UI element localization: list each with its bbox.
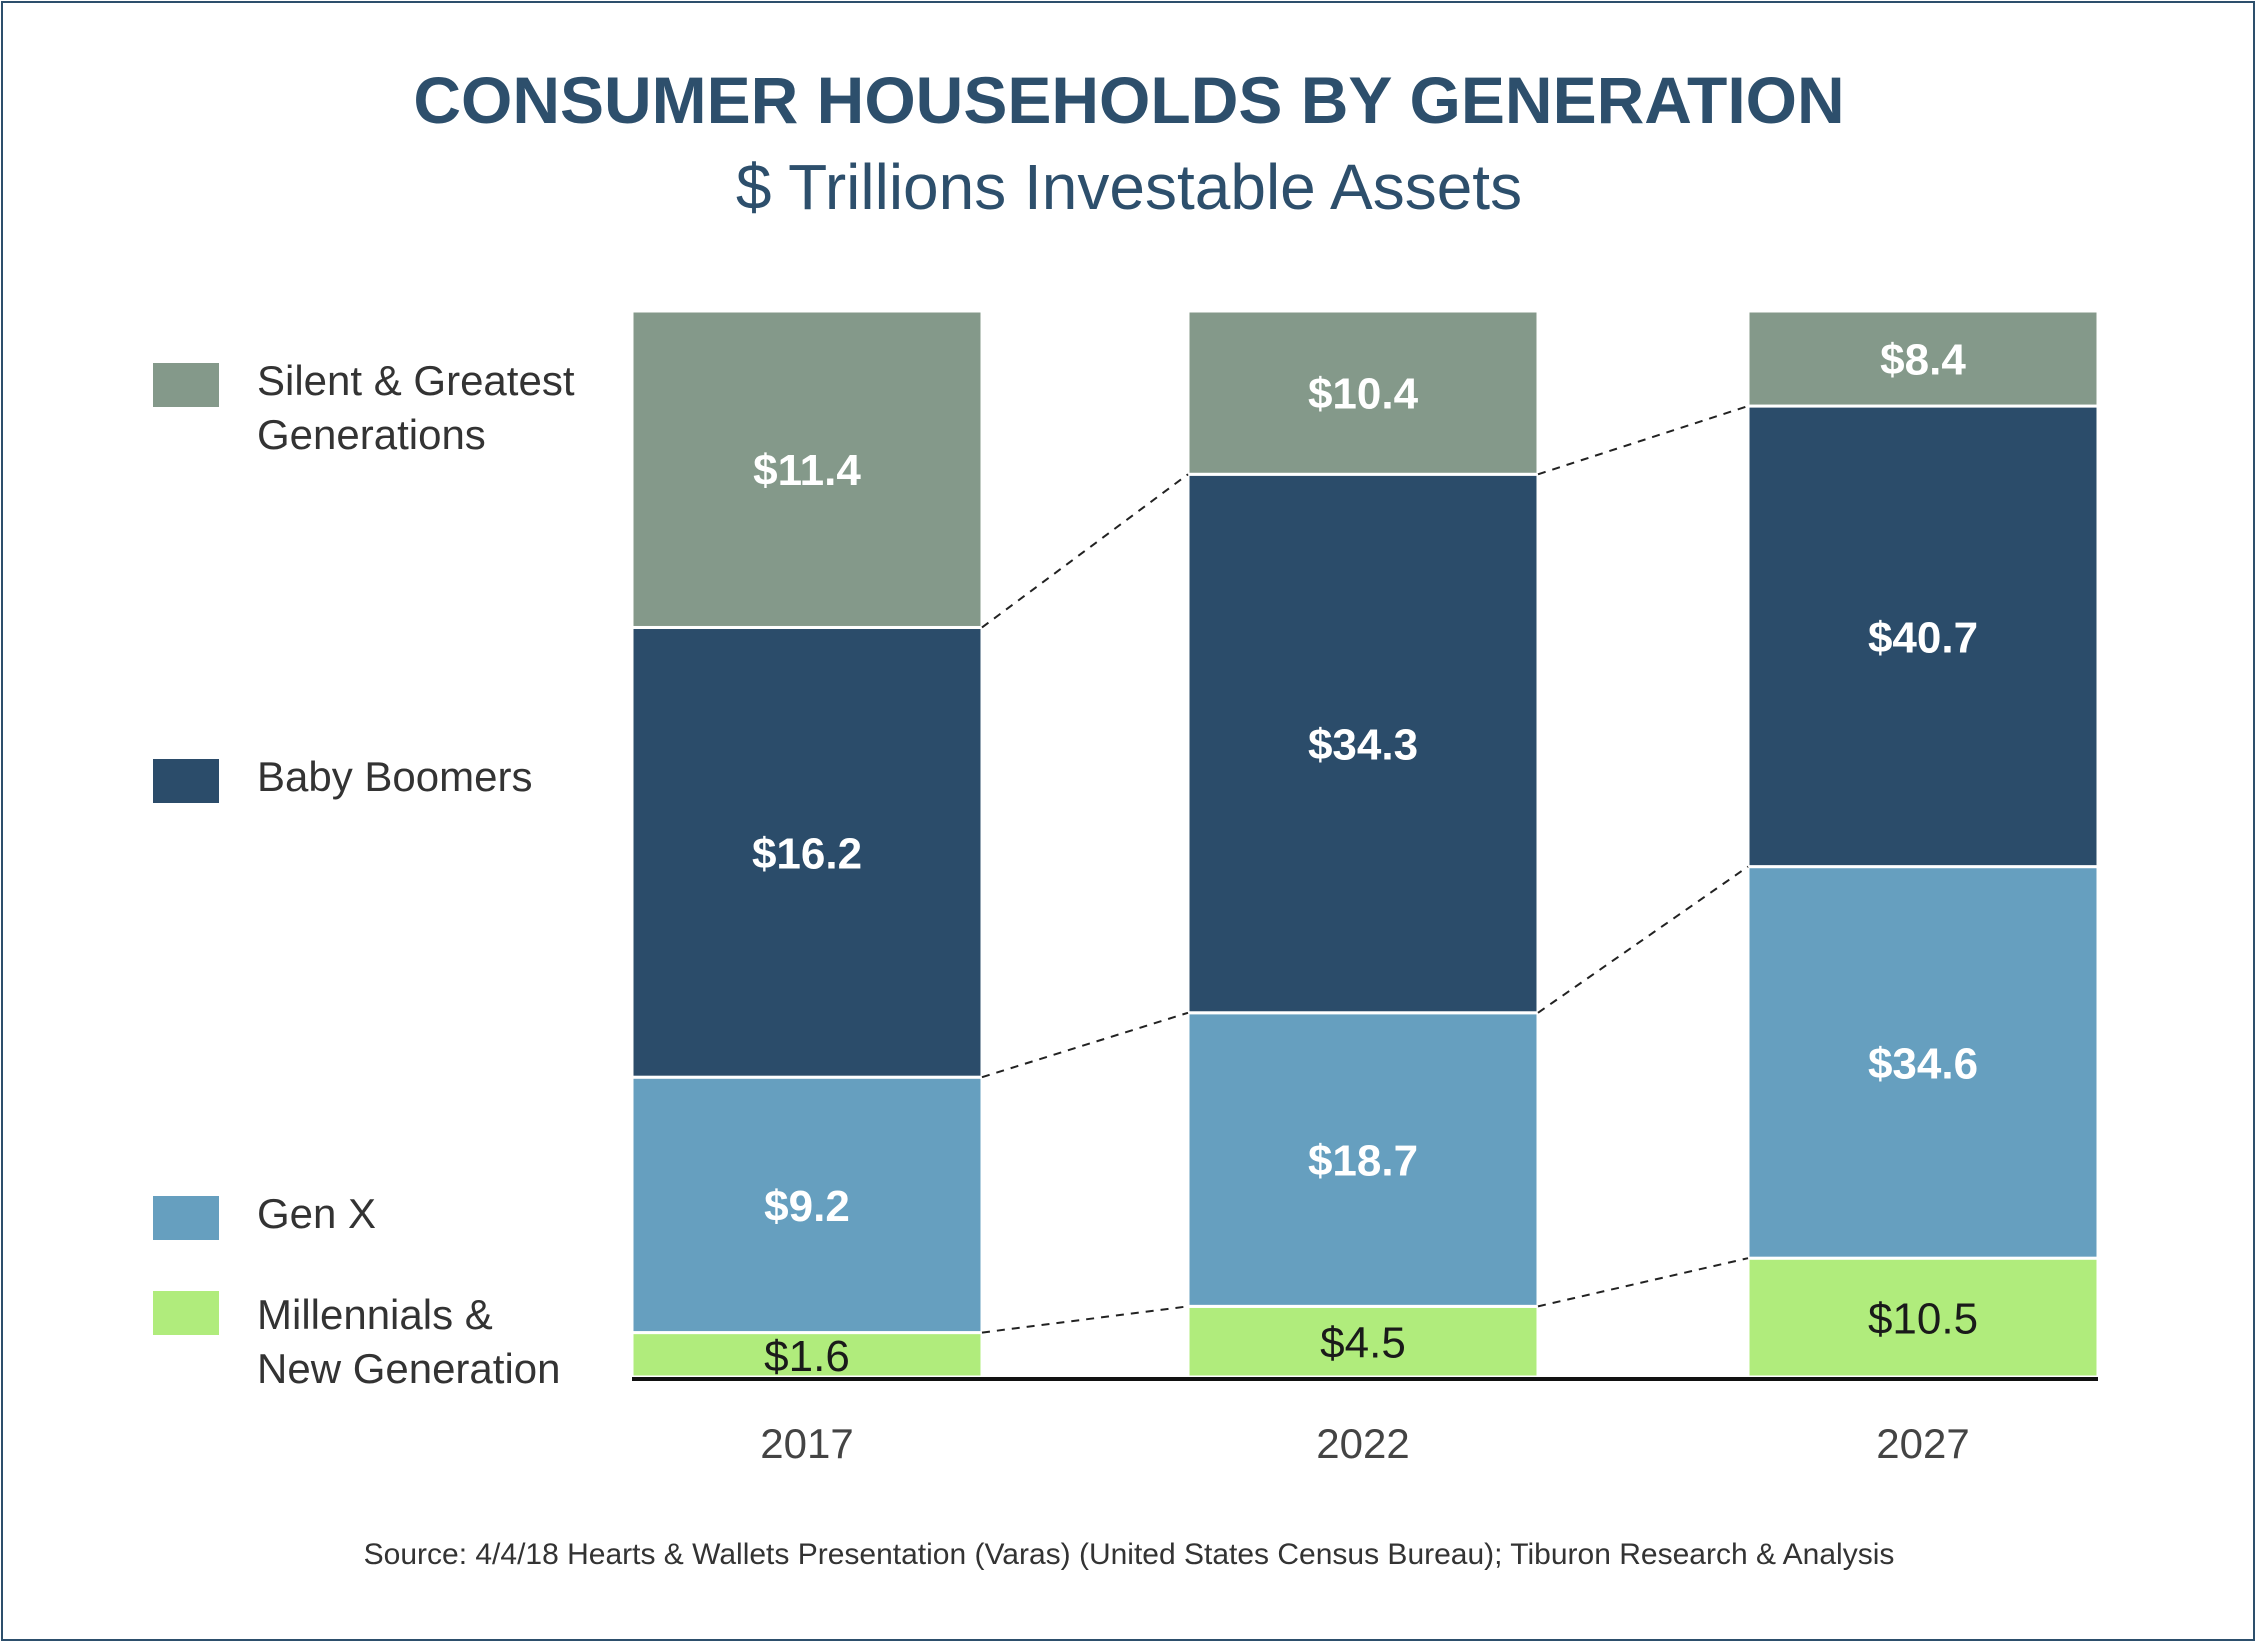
connector-line: [1537, 865, 1749, 1014]
bar-2027-baby-boomers: [1746, 404, 2100, 869]
data-label-2017-0: $1.6: [764, 1332, 850, 1381]
bar-2017-baby-boomers: [630, 625, 984, 1079]
chart-title: CONSUMER HOUSEHOLDS BY GENERATION: [413, 63, 1845, 137]
data-label-2027-1: $34.6: [1868, 1039, 1978, 1088]
connector-line: [981, 1305, 1189, 1334]
legend-label-silent: Silent & Greatest Generations: [257, 357, 575, 458]
data-label-2022-0: $4.5: [1320, 1319, 1406, 1368]
data-label-2022-2: $34.3: [1308, 721, 1418, 770]
connector-line: [1537, 1257, 1749, 1308]
legend-swatch-silent: [153, 363, 219, 407]
bar-2017-millennials-new-generation: [630, 1331, 984, 1379]
data-label-2017-3: $11.4: [753, 446, 861, 495]
connector-line: [981, 473, 1189, 629]
source-note: Source: 4/4/18 Hearts & Wallets Presenta…: [363, 1538, 1895, 1571]
bar-2027-millennials-new-generation: [1746, 1256, 2100, 1379]
connector-line: [981, 1011, 1189, 1079]
data-label-2027-3: $8.4: [1880, 336, 1966, 385]
connector-line: [1537, 405, 1749, 476]
chart-subtitle: $ Trillions Investable Assets: [735, 151, 1523, 223]
data-label-2017-1: $9.2: [764, 1182, 850, 1231]
legend-swatch-millennials: [153, 1291, 219, 1335]
data-label-2022-3: $10.4: [1308, 370, 1419, 419]
bar-2027-silent-greatest-generations: [1746, 309, 2100, 408]
bar-2027-gen-x: [1746, 865, 2100, 1260]
data-label-2022-1: $18.7: [1308, 1137, 1418, 1186]
bar-2022-baby-boomers: [1186, 472, 1540, 1015]
data-label-2027-0: $10.5: [1868, 1295, 1978, 1344]
data-label-2027-2: $40.7: [1868, 613, 1978, 662]
legend-swatch-boomers: [153, 759, 219, 803]
bar-2017-silent-greatest-generations: [630, 309, 984, 629]
x-tick-label-2017: 2017: [760, 1420, 853, 1467]
bar-2017-gen-x: [630, 1075, 984, 1335]
legend-label-boomers: Baby Boomers: [257, 753, 533, 800]
legend-label-genx: Gen X: [257, 1190, 377, 1237]
data-label-2017-2: $16.2: [752, 829, 862, 878]
x-tick-label-2022: 2022: [1316, 1420, 1409, 1467]
legend-label-millennials: Millennials & New Generation: [257, 1291, 561, 1392]
bar-2022-gen-x: [1186, 1011, 1540, 1308]
legend-swatch-genx: [153, 1196, 219, 1240]
bar-2022-silent-greatest-generations: [1186, 309, 1540, 476]
x-tick-label-2027: 2027: [1876, 1420, 1969, 1467]
bar-2022-millennials-new-generation: [1186, 1304, 1540, 1379]
